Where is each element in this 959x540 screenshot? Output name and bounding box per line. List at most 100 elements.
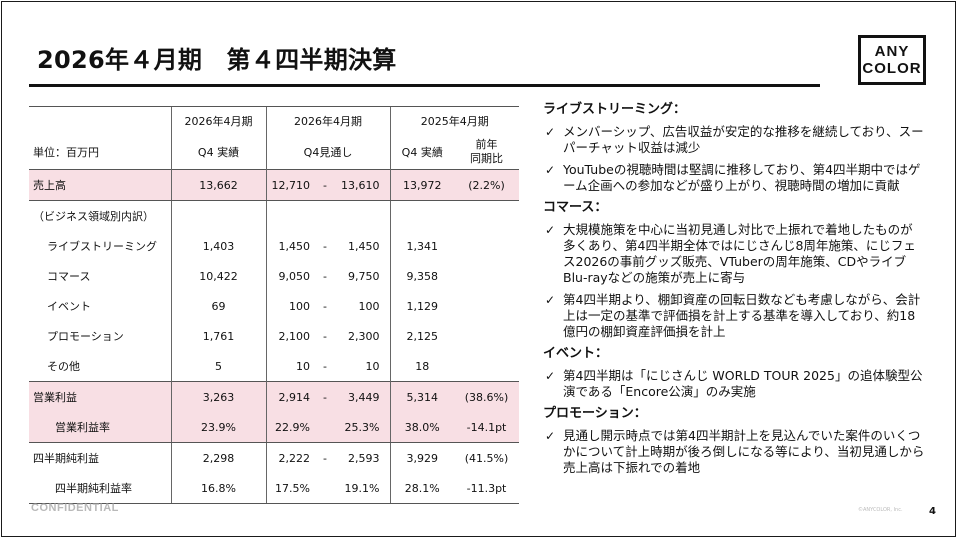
cell-forecast-low: 2,100 — [265, 321, 314, 351]
header-col-c-sub: Q4 実績 — [389, 135, 454, 170]
cell-yoy: -14.1pt — [454, 412, 519, 443]
table-row-sales: 売上高 13,662 12,710 - 13,610 13,972 (2.2%) — [29, 169, 519, 201]
row-label: コマース — [47, 270, 91, 283]
check-icon: ✓ — [545, 163, 556, 177]
cell-forecast-low: 22.9% — [265, 412, 314, 443]
table-row-net-income: 四半期純利益 2,298 2,222 - 2,593 3,929 (41.5%) — [29, 442, 519, 473]
bullet-text: 第4四半期は「にじさんじ WORLD TOUR 2025」の追体験型公演である「… — [563, 368, 923, 399]
bullet-text: 大規模施策を中心に当初見通し対比で上振れで着地したものが多くあり、第4四半期全体… — [563, 222, 916, 285]
cell-forecast-low: 2,914 — [265, 381, 314, 412]
commentary-panel: ライブストリーミング： ✓ メンバーシップ、広告収益が安定的な推移を継続しており… — [543, 102, 925, 482]
row-label: （ビジネス領域別内訳） — [33, 210, 154, 223]
section-title-event: イベント： — [543, 346, 609, 361]
cell-forecast-high: 19.1% — [336, 473, 390, 504]
unit-label: 単位：百万円 — [33, 146, 99, 159]
bullet-commerce-2: ✓ 第4四半期より、棚卸資産の回転日数なども考慮しながら、会計上は一定の基準で評… — [543, 292, 925, 340]
cell-actual: 16.8% — [170, 473, 266, 504]
cell-dash: - — [323, 299, 327, 313]
confidential-label: CONFIDENTIAL — [31, 502, 119, 514]
bullet-text: 第4四半期より、棚卸資産の回転日数なども考慮しながら、会計上は一定の基準で評価損… — [563, 292, 921, 339]
cell-forecast-high: 100 — [358, 299, 380, 313]
copyright: ©ANYCOLOR, Inc. — [858, 507, 903, 513]
header-col-a-sub: Q4 実績 — [170, 135, 266, 170]
cell-prev: 13,972 — [389, 169, 454, 201]
bullet-commerce-1: ✓ 大規模施策を中心に当初見通し対比で上振れで着地したものが多くあり、第4四半期… — [543, 222, 925, 286]
header-col-c-top: 2025年4月期 — [389, 106, 519, 135]
cell-forecast-high: 13,610 — [336, 169, 390, 201]
table-row-breakdown: （ビジネス領域別内訳） — [29, 200, 519, 231]
cell-actual: 5 — [170, 351, 266, 382]
cell-yoy: (41.5%) — [464, 451, 509, 465]
table-row-other: その他 5 10 - 10 18 — [29, 351, 519, 382]
row-label: 営業利益率 — [29, 412, 171, 443]
cell-prev: 9,358 — [389, 261, 454, 291]
table-row-live: ライブストリーミング 1,403 1,450 - 1,450 1,341 — [29, 231, 519, 261]
cell-yoy: -11.3pt — [454, 473, 519, 504]
section-title-promotion: プロモーション： — [543, 406, 647, 421]
header-col-b-sub: Q4見通し — [265, 135, 390, 170]
cell-prev: 5,314 — [389, 381, 454, 412]
title-underline — [29, 84, 820, 87]
row-label: イベント — [47, 300, 91, 313]
cell-prev: 2,125 — [389, 321, 454, 351]
table-row-operating-margin: 営業利益率 23.9% 22.9% 25.3% 38.0% -14.1pt — [29, 412, 519, 443]
cell-dash: - — [323, 451, 327, 465]
bullet-text: メンバーシップ、広告収益が安定的な推移を継続しており、スーパーチャット収益は減少 — [563, 124, 924, 155]
cell-dash: - — [323, 239, 327, 253]
cell-actual: 13,662 — [170, 169, 266, 201]
cell-forecast-high: 1,450 — [348, 239, 380, 253]
bullet-text: YouTubeの視聴時間は堅調に推移しており、第4四半期中ではゲーム企画への参加… — [563, 162, 921, 193]
cell-forecast-low: 9,050 — [265, 261, 314, 291]
cell-forecast-low: 10 — [265, 351, 314, 382]
table-row-net-margin: 四半期純利益率 16.8% 17.5% 19.1% 28.1% -11.3pt — [29, 473, 519, 504]
cell-dash: - — [323, 329, 327, 343]
cell-prev: 28.1% — [389, 473, 454, 504]
cell-forecast-low: 2,222 — [265, 442, 314, 473]
header-yoy-line-2: 同期比 — [470, 152, 503, 165]
cell-actual: 2,298 — [170, 442, 266, 473]
cell-prev: 3,929 — [389, 442, 454, 473]
bullet-event-1: ✓ 第4四半期は「にじさんじ WORLD TOUR 2025」の追体験型公演であ… — [543, 368, 925, 400]
header-col-a-top: 2026年4月期 — [170, 106, 266, 135]
bullet-live-2: ✓ YouTubeの視聴時間は堅調に推移しており、第4四半期中ではゲーム企画への… — [543, 162, 925, 194]
header-yoy-line-1: 前年 — [475, 138, 498, 151]
bullet-live-1: ✓ メンバーシップ、広告収益が安定的な推移を継続しており、スーパーチャット収益は… — [543, 124, 925, 156]
cell-dash: - — [323, 269, 327, 283]
cell-prev: 1,129 — [389, 291, 454, 321]
cell-forecast-high: 9,750 — [348, 269, 380, 283]
cell-dash: - — [323, 359, 327, 373]
table-row-event: イベント 69 100 - 100 1,129 — [29, 291, 519, 321]
cell-forecast-high: 3,449 — [336, 381, 390, 412]
check-icon: ✓ — [545, 429, 556, 443]
cell-forecast-low: 12,710 — [265, 169, 314, 201]
row-label: その他 — [47, 360, 80, 373]
row-label: プロモーション — [47, 330, 124, 343]
cell-forecast-low: 100 — [265, 291, 314, 321]
bullet-text: 見通し開示時点では第4四半期計上を見込んでいた案件のいくつかについて計上時期が後… — [563, 428, 925, 475]
row-label: 売上高 — [29, 169, 171, 201]
row-label: 四半期純利益率 — [29, 473, 171, 504]
cell-yoy: (2.2%) — [454, 169, 519, 201]
financial-table: 2026年4月期 2026年4月期 2025年4月期 単位：百万円 Q4 実績 … — [29, 106, 519, 504]
row-label: 営業利益 — [29, 381, 171, 412]
table-header-row-2: 単位：百万円 Q4 実績 Q4見通し Q4 実績 前年 同期比 — [29, 135, 519, 170]
cell-forecast-high: 2,593 — [348, 451, 380, 465]
cell-prev: 18 — [389, 351, 454, 382]
cell-actual: 1,403 — [170, 231, 266, 261]
section-title-commerce: コマース： — [543, 200, 608, 215]
slide-title: 2026年４月期 第４四半期決算 — [37, 46, 397, 74]
check-icon: ✓ — [545, 369, 556, 383]
cell-actual: 3,263 — [170, 381, 266, 412]
cell-forecast-high: 25.3% — [336, 412, 390, 443]
check-icon: ✓ — [545, 125, 556, 139]
company-logo: ANY COLOR — [858, 35, 926, 85]
cell-prev: 38.0% — [389, 412, 454, 443]
row-label: 四半期純利益 — [33, 452, 99, 465]
cell-forecast-high: 2,300 — [348, 329, 380, 343]
table-row-operating-income: 営業利益 3,263 2,914 - 3,449 5,314 (38.6%) — [29, 381, 519, 412]
cell-forecast-high: 10 — [365, 359, 380, 373]
cell-yoy: (38.6%) — [454, 381, 519, 412]
section-title-live: ライブストリーミング： — [543, 102, 687, 117]
check-icon: ✓ — [545, 293, 556, 307]
